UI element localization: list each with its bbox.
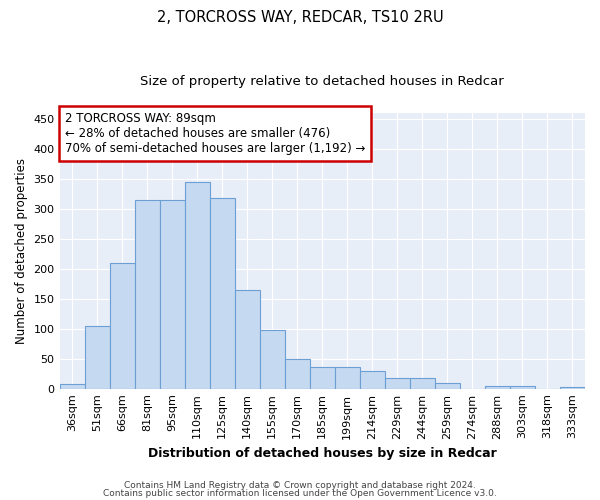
Bar bbox=[85, 326, 110, 388]
Bar bbox=[310, 367, 335, 388]
Bar bbox=[485, 386, 510, 388]
Bar bbox=[510, 386, 535, 388]
Bar bbox=[110, 262, 134, 388]
Bar bbox=[410, 378, 435, 388]
Y-axis label: Number of detached properties: Number of detached properties bbox=[15, 158, 28, 344]
Title: Size of property relative to detached houses in Redcar: Size of property relative to detached ho… bbox=[140, 75, 504, 88]
Text: 2 TORCROSS WAY: 89sqm
← 28% of detached houses are smaller (476)
70% of semi-det: 2 TORCROSS WAY: 89sqm ← 28% of detached … bbox=[65, 112, 365, 156]
Bar bbox=[235, 290, 260, 388]
Bar bbox=[185, 182, 209, 388]
Bar bbox=[160, 200, 185, 388]
Bar bbox=[209, 198, 235, 388]
X-axis label: Distribution of detached houses by size in Redcar: Distribution of detached houses by size … bbox=[148, 447, 497, 460]
Text: Contains HM Land Registry data © Crown copyright and database right 2024.: Contains HM Land Registry data © Crown c… bbox=[124, 481, 476, 490]
Bar bbox=[59, 384, 85, 388]
Bar bbox=[360, 370, 385, 388]
Bar bbox=[285, 358, 310, 388]
Bar bbox=[435, 382, 460, 388]
Bar bbox=[560, 387, 585, 388]
Bar bbox=[134, 200, 160, 388]
Bar bbox=[335, 367, 360, 388]
Text: Contains public sector information licensed under the Open Government Licence v3: Contains public sector information licen… bbox=[103, 488, 497, 498]
Bar bbox=[260, 330, 285, 388]
Bar bbox=[385, 378, 410, 388]
Text: 2, TORCROSS WAY, REDCAR, TS10 2RU: 2, TORCROSS WAY, REDCAR, TS10 2RU bbox=[157, 10, 443, 25]
